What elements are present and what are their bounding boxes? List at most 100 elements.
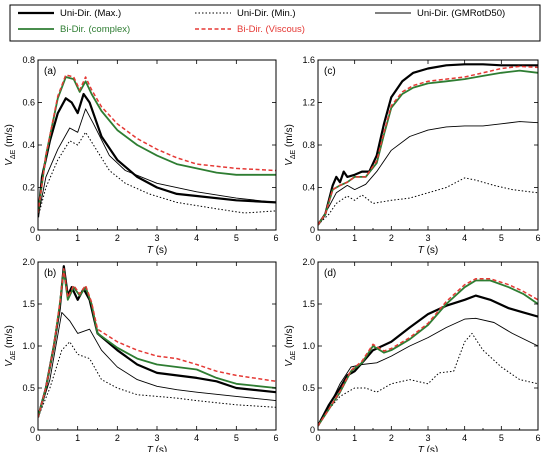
y-axis-label: VΔE (m/s) xyxy=(284,124,297,166)
series-line xyxy=(318,317,538,427)
panel-label: (a) xyxy=(44,66,56,77)
x-tick-label: 0 xyxy=(315,433,320,443)
x-tick-label: 4 xyxy=(462,433,467,443)
y-tick-label: 1.0 xyxy=(302,341,315,351)
series-group xyxy=(38,265,276,418)
legend: Uni-Dir. (Max.) Uni-Dir. (Min.) Uni-Dir. (… xyxy=(9,4,541,42)
x-tick-label: 6 xyxy=(273,233,278,243)
series-line xyxy=(318,279,538,427)
series-line xyxy=(318,63,538,226)
legend-item: Uni-Dir. (Max.) xyxy=(18,8,121,19)
series-group xyxy=(318,63,538,226)
panel: 0 1 2 3 4 5 6 0 0.5 1.0 1.5 2.0 (d) T (s) VΔE (m/s) xyxy=(284,257,541,452)
y-axis-label: VΔE (m/s) xyxy=(4,124,17,166)
x-tick-label: 1 xyxy=(352,233,357,243)
series-line xyxy=(38,131,276,218)
series-line xyxy=(318,278,538,427)
y-tick-label: 1.5 xyxy=(22,299,35,309)
y-tick-label: 1.0 xyxy=(22,341,35,351)
y-tick-label: 0.6 xyxy=(22,98,35,108)
x-tick-label: 1 xyxy=(352,433,357,443)
x-tick-label: 2 xyxy=(115,433,120,443)
legend-item: Uni-Dir. (GMRotD50) xyxy=(375,8,505,19)
series-group xyxy=(318,278,538,427)
y-tick-label: 1.6 xyxy=(302,55,315,65)
panel-label: (d) xyxy=(324,268,336,279)
plot-frame xyxy=(317,261,539,431)
series-line xyxy=(318,332,538,427)
series-line xyxy=(38,269,276,418)
legend-item: Bi-Dir. (Viscous) xyxy=(195,24,305,35)
x-tick-label: 1 xyxy=(75,433,80,443)
plot-frame xyxy=(317,59,539,231)
y-tick-label: 0 xyxy=(30,425,35,435)
series-line xyxy=(318,69,538,226)
series-line xyxy=(318,294,538,427)
series-line xyxy=(38,341,276,418)
legend-item: Bi-Dir. (complex) xyxy=(18,24,130,35)
panel: 0 1 2 3 4 5 6 0 0.5 1.0 1.5 2.0 (b) T (s) VΔE (m/s) xyxy=(4,257,279,452)
series-line xyxy=(38,74,276,214)
legend-label: Uni-Dir. (Min.) xyxy=(237,8,296,19)
x-tick-label: 0 xyxy=(315,233,320,243)
legend-item: Uni-Dir. (Min.) xyxy=(195,8,296,19)
x-tick-label: 6 xyxy=(273,433,278,443)
y-tick-label: 0.5 xyxy=(302,383,315,393)
x-tick-label: 2 xyxy=(389,433,394,443)
y-tick-label: 0.8 xyxy=(22,55,35,65)
x-tick-label: 6 xyxy=(535,233,540,243)
x-tick-label: 5 xyxy=(234,233,239,243)
panel: 0 1 2 3 4 5 6 0 0.2 0.4 0.6 0.8 (a) T (s) VΔE (m/s) xyxy=(4,55,279,256)
x-tick-label: 0 xyxy=(35,233,40,243)
y-tick-label: 2.0 xyxy=(302,257,315,267)
x-tick-label: 4 xyxy=(194,233,199,243)
series-line xyxy=(38,108,276,218)
x-tick-label: 5 xyxy=(234,433,239,443)
legend-label: Bi-Dir. (complex) xyxy=(60,24,130,35)
series-line xyxy=(38,311,276,418)
series-line xyxy=(38,76,276,214)
x-tick-label: 5 xyxy=(499,433,504,443)
legend-label: Uni-Dir. (Max.) xyxy=(60,8,121,19)
x-axis-label: T (s) xyxy=(147,445,168,452)
x-tick-label: 2 xyxy=(389,233,394,243)
panel-label: (c) xyxy=(324,66,336,77)
legend-label: Uni-Dir. (GMRotD50) xyxy=(417,8,505,19)
series-line xyxy=(318,65,538,226)
series-group xyxy=(38,74,276,218)
panel: 0 1 2 3 4 5 6 0 0.4 0.8 1.2 1.6 (c) T (s) VΔE (m/s) xyxy=(284,55,541,256)
y-axis-label: VΔE (m/s) xyxy=(284,325,297,367)
y-tick-label: 0 xyxy=(30,225,35,235)
legend-label: Bi-Dir. (Viscous) xyxy=(237,24,305,35)
y-tick-label: 2.0 xyxy=(22,257,35,267)
x-axis-label: T (s) xyxy=(147,245,168,256)
plot-frame xyxy=(37,59,277,231)
x-tick-label: 4 xyxy=(462,233,467,243)
y-tick-label: 1.5 xyxy=(302,299,315,309)
y-axis-label: VΔE (m/s) xyxy=(4,325,17,367)
x-tick-label: 3 xyxy=(154,433,159,443)
y-tick-label: 0.8 xyxy=(302,140,315,150)
panel-label: (b) xyxy=(44,268,56,279)
y-tick-label: 1.2 xyxy=(302,98,315,108)
x-axis-label: T (s) xyxy=(418,445,439,452)
series-line xyxy=(318,177,538,226)
y-tick-label: 0.4 xyxy=(302,183,315,193)
x-tick-label: 6 xyxy=(535,433,540,443)
y-tick-label: 0 xyxy=(310,225,315,235)
x-axis-label: T (s) xyxy=(418,245,439,256)
x-tick-label: 0 xyxy=(35,433,40,443)
y-tick-label: 0.4 xyxy=(22,140,35,150)
x-tick-label: 1 xyxy=(75,233,80,243)
legend-box xyxy=(9,4,541,42)
y-tick-label: 0.5 xyxy=(22,383,35,393)
x-tick-label: 5 xyxy=(499,233,504,243)
series-line xyxy=(38,267,276,418)
series-line xyxy=(318,121,538,225)
x-tick-label: 3 xyxy=(425,433,430,443)
x-tick-label: 2 xyxy=(115,233,120,243)
x-tick-label: 3 xyxy=(154,233,159,243)
x-tick-label: 4 xyxy=(194,433,199,443)
x-tick-label: 3 xyxy=(425,233,430,243)
